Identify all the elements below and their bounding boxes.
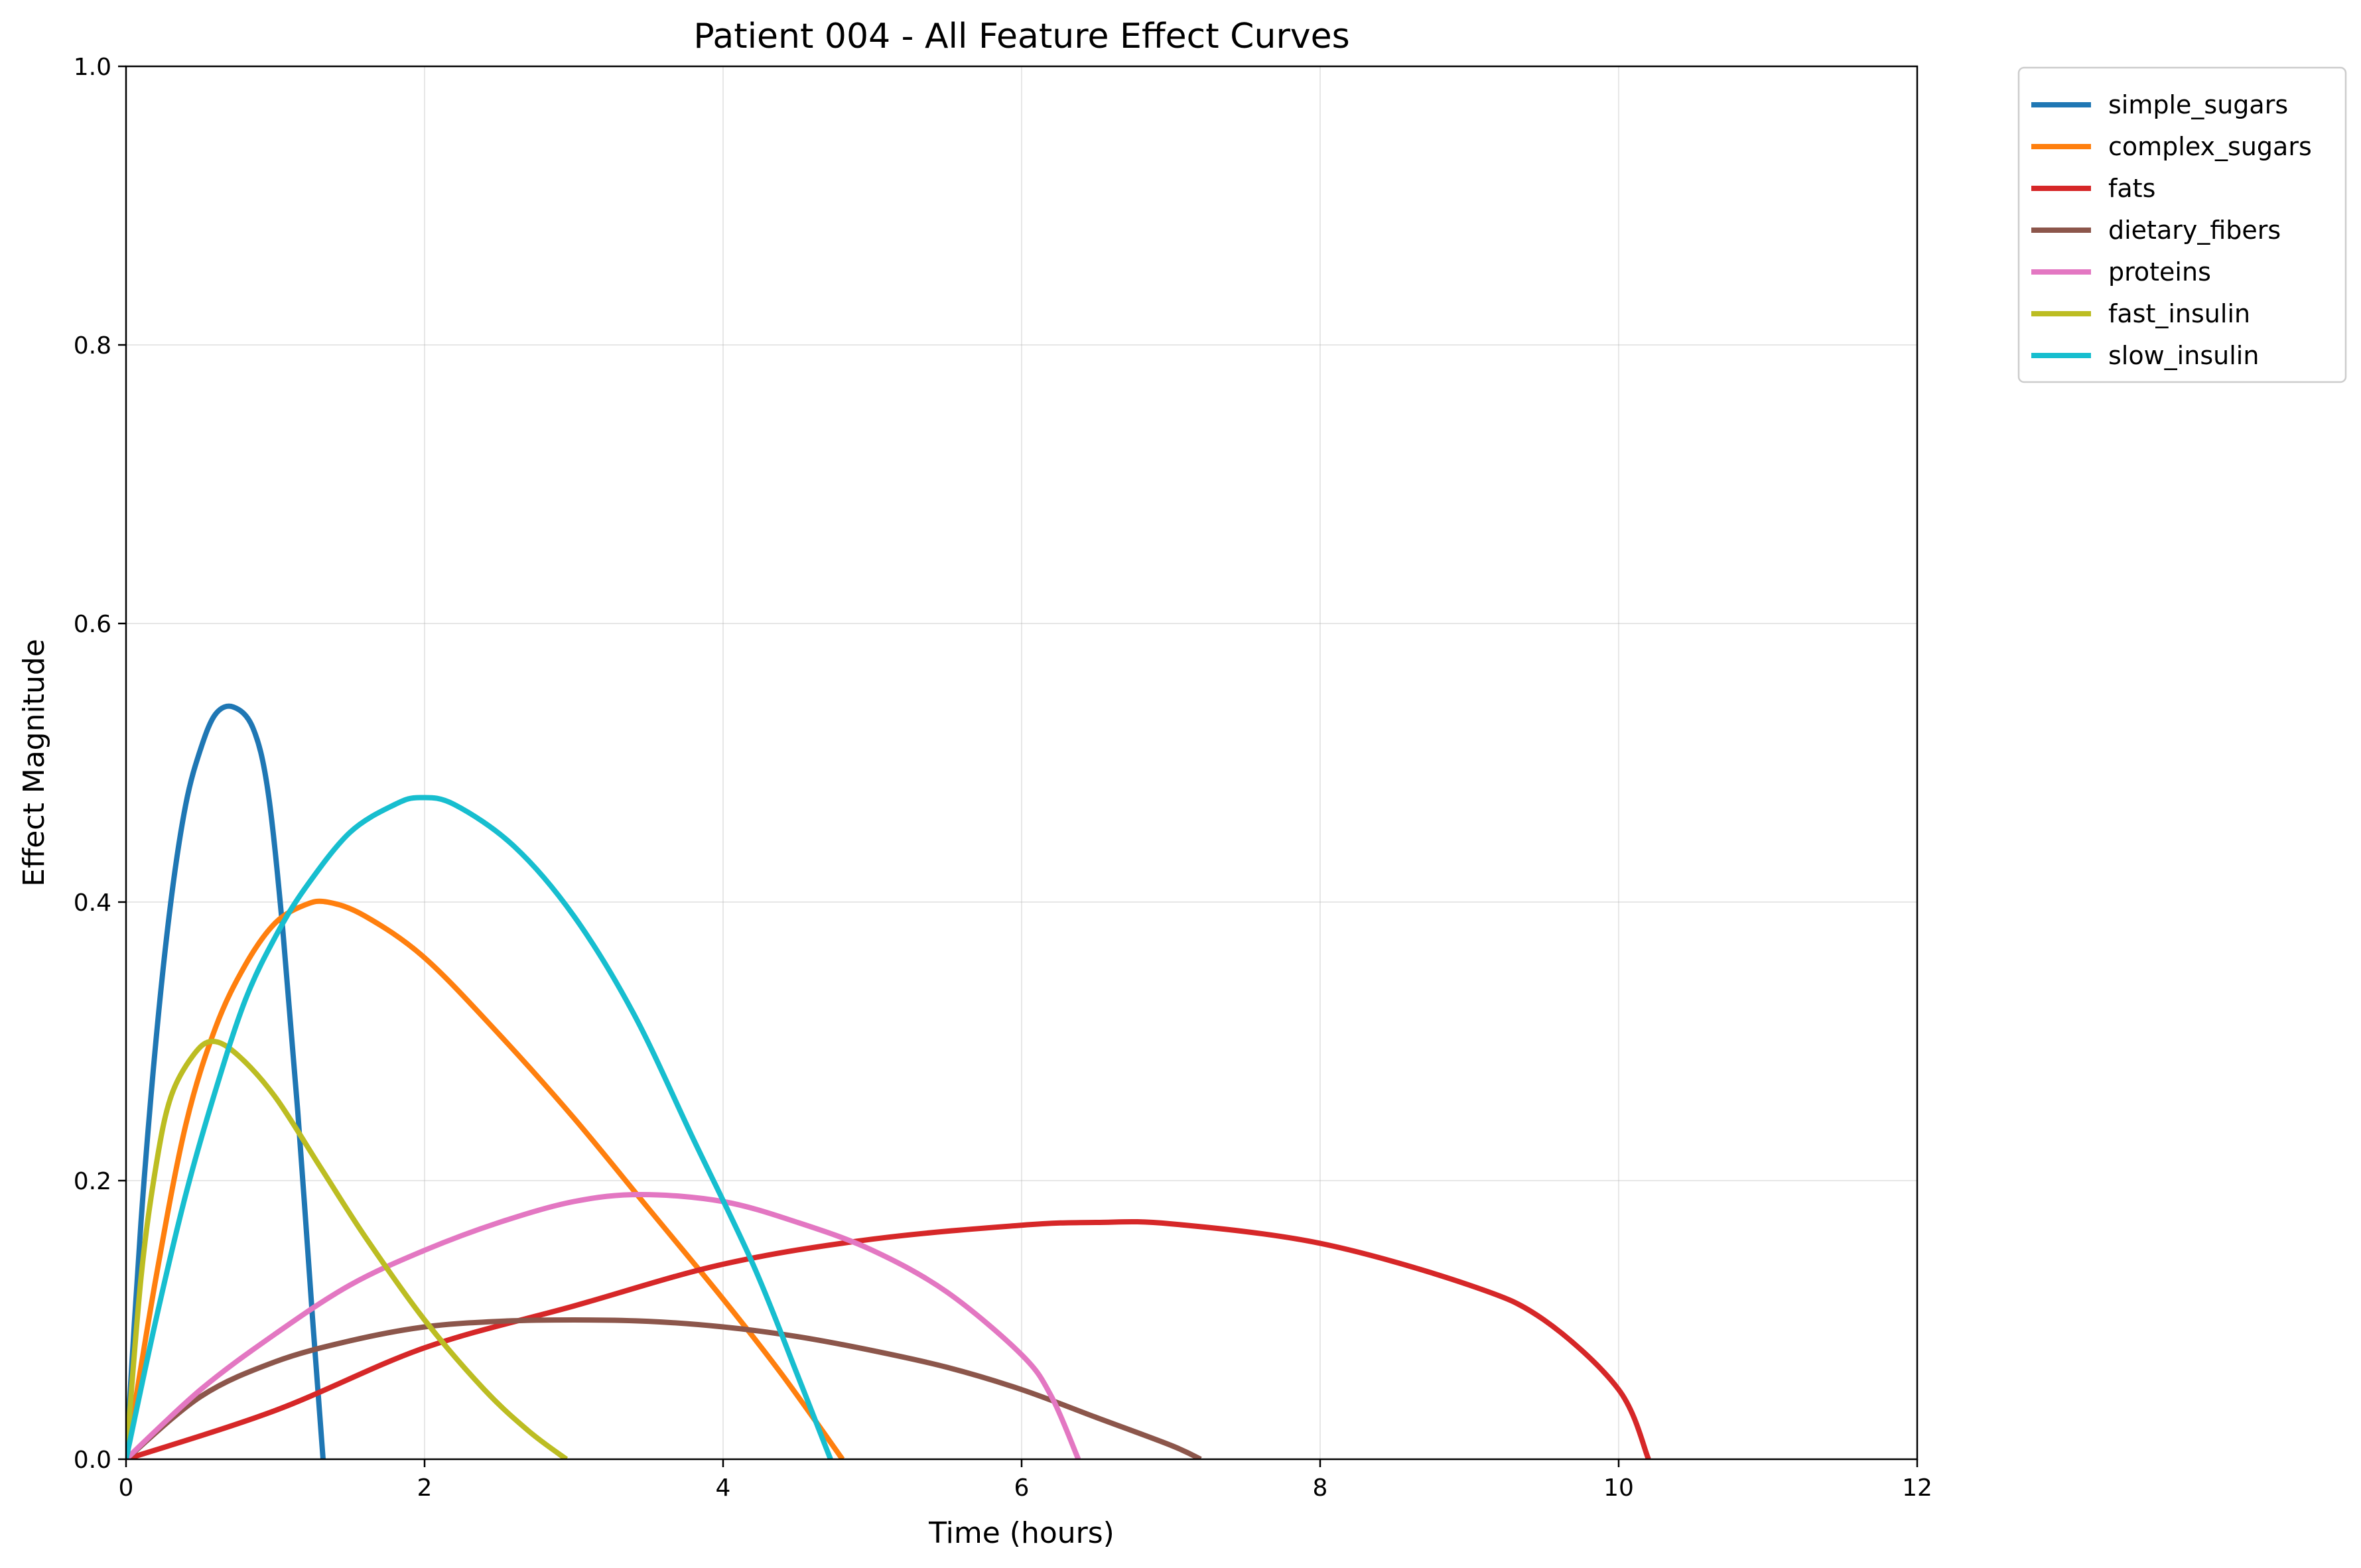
legend-box: [2017, 66, 2347, 383]
x-tick-label: 10: [1603, 1474, 1634, 1502]
legend-label-simple-sugars: simple_sugars: [2108, 90, 2288, 119]
x-tick-label: 4: [716, 1474, 731, 1502]
series-lines: [126, 703, 1651, 1459]
x-tick-label: 2: [417, 1474, 433, 1502]
legend-label-dietary-fibers: dietary_fibers: [2108, 216, 2281, 245]
x-axis-label: Time (hours): [928, 1516, 1114, 1550]
chart-title: Patient 004 - All Feature Effect Curves: [693, 17, 1349, 56]
y-axis-label: Effect Magnitude: [17, 639, 51, 887]
series-line-simple-sugars: [126, 703, 326, 1459]
series-line-fats: [126, 1218, 1651, 1459]
axis-ticks: 0 2 4 6 8 10 12 0.0 0.2 0.4 0.6 0.8 1.0: [74, 54, 1932, 1502]
y-tick-label: 0.4: [74, 889, 111, 917]
series-line-fast-insulin: [126, 1039, 569, 1459]
y-tick-label: 1.0: [74, 54, 111, 81]
legend-label-slow-insulin: slow_insulin: [2108, 341, 2259, 370]
y-tick-label: 0.6: [74, 611, 111, 638]
series-line-dietary-fibers: [126, 1317, 1202, 1459]
y-tick-label: 0.2: [74, 1168, 111, 1195]
legend-label-complex-sugars: complex_sugars: [2108, 132, 2312, 161]
y-tick-label: 0.0: [74, 1447, 111, 1474]
series-line-slow-insulin: [126, 795, 833, 1459]
x-tick-label: 8: [1313, 1474, 1328, 1502]
x-tick-label: 6: [1014, 1474, 1030, 1502]
series-line-complex-sugars: [126, 898, 845, 1459]
legend-label-fats: fats: [2108, 174, 2155, 203]
legend-label-proteins: proteins: [2108, 257, 2211, 287]
series-line-proteins: [126, 1192, 1081, 1459]
x-tick-label: 12: [1902, 1474, 1932, 1502]
y-tick-label: 0.8: [74, 332, 111, 359]
plot-area: [126, 703, 1651, 1459]
x-tick-label: 0: [119, 1474, 134, 1502]
legend-label-fast-insulin: fast_insulin: [2108, 299, 2250, 328]
